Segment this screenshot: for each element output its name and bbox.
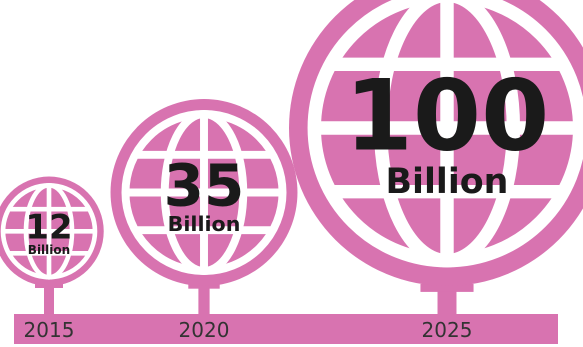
globe-base-2020 bbox=[188, 284, 220, 289]
unit-label-2025: Billion bbox=[386, 162, 509, 202]
globe-stem-2020 bbox=[198, 284, 210, 314]
globe-grid-2025 bbox=[307, 0, 583, 268]
timeline-axis: 2015 2020 2025 bbox=[14, 314, 558, 344]
globe-grid-2015 bbox=[0, 182, 98, 280]
value-label-2020: 35 bbox=[164, 151, 245, 219]
year-label-2025: 2025 bbox=[422, 318, 473, 342]
globe-grid-2020 bbox=[121, 110, 287, 276]
globe-stem-2015 bbox=[44, 284, 54, 314]
value-label-2025: 100 bbox=[345, 60, 550, 174]
year-box-2025 bbox=[413, 314, 481, 344]
value-label-2015: 12 bbox=[25, 208, 72, 247]
year-box-2020 bbox=[170, 314, 238, 344]
year-box-2015 bbox=[15, 314, 83, 344]
year-label-2015: 2015 bbox=[24, 318, 75, 342]
unit-label-2015: Billion bbox=[28, 243, 70, 257]
globe-base-2025 bbox=[420, 284, 474, 292]
unit-label-2020: Billion bbox=[168, 212, 241, 236]
year-label-2020: 2020 bbox=[179, 318, 230, 342]
